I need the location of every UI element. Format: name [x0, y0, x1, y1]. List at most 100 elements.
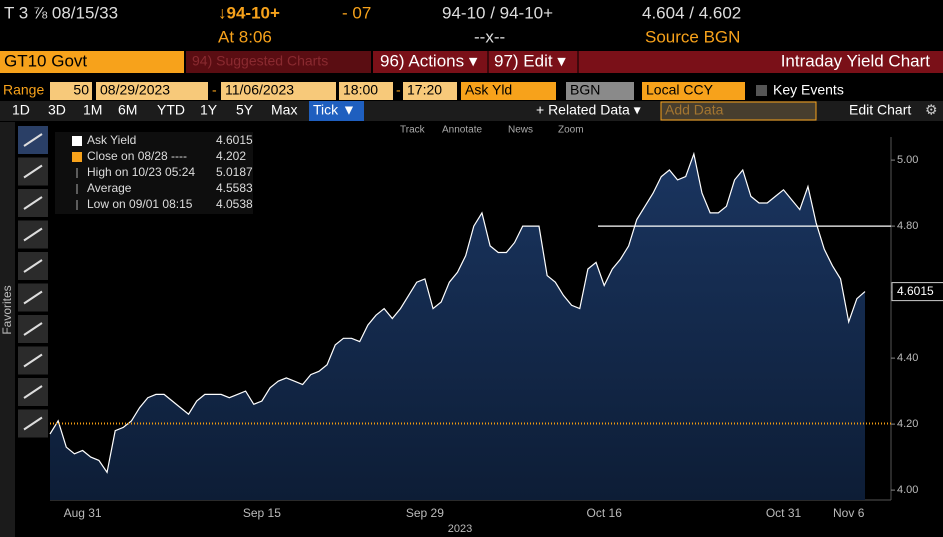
source-field: BGN: [570, 82, 600, 98]
tool-icon: [23, 322, 43, 336]
input[interactable]: [50, 82, 92, 100]
last-value-tag: [891, 282, 943, 302]
ticker: T 3 ⅞ 08/15/33: [4, 3, 118, 22]
tool-icon: [23, 164, 43, 179]
range-label: Range: [3, 82, 44, 98]
tool-icon: [23, 385, 43, 399]
sidebar: [0, 122, 15, 537]
period-button[interactable]: YTD: [157, 102, 185, 118]
tool-icon: [23, 196, 43, 210]
y-tick-label: 5.00: [897, 154, 918, 166]
actions[interactable]: 96) Actions ▾: [380, 51, 478, 70]
input[interactable]: [566, 82, 634, 100]
tool-icon: [23, 416, 43, 431]
source: Source BGN: [645, 27, 740, 46]
chart-tool[interactable]: Zoom: [558, 125, 584, 136]
x-tick-label: Aug 31: [64, 506, 102, 520]
suggested: 94) Suggested Charts: [192, 53, 328, 69]
checkbox[interactable]: [756, 85, 767, 96]
tool-icon: [23, 133, 43, 147]
chart-tool[interactable]: Track: [400, 125, 426, 136]
bars: 50: [73, 82, 89, 98]
legend-name: Ask Yield: [87, 133, 136, 147]
input[interactable]: [96, 82, 208, 100]
period-button[interactable]: 6M: [118, 102, 137, 118]
input[interactable]: [339, 82, 393, 100]
size: --x--: [474, 27, 505, 46]
chart-tool[interactable]: Annotate: [442, 125, 482, 136]
legend-value: 4.0538: [216, 197, 253, 211]
area: [50, 153, 865, 500]
yields: 4.604 / 4.602: [642, 3, 741, 22]
currency: Local CCY: [646, 82, 714, 98]
period-button[interactable]: 1D: [12, 102, 30, 118]
tick: Tick ▼: [313, 102, 356, 118]
line: [49, 151, 866, 474]
tick-button[interactable]: [309, 101, 364, 121]
dropdown[interactable]: [642, 82, 745, 100]
change: - 07: [342, 3, 371, 22]
input[interactable]: [403, 82, 457, 100]
dash: -: [396, 82, 401, 98]
legend-name: Low on 09/01 08:15: [87, 197, 193, 211]
toolbar: [0, 101, 943, 121]
end-time: 17:20: [407, 82, 442, 98]
period-button[interactable]: 1Y: [200, 102, 218, 118]
x-axis-label: 2023: [448, 523, 472, 535]
last-value: 4.6015: [897, 284, 934, 298]
legend-value: 4.6015: [216, 133, 253, 147]
legend-value: 4.202: [216, 149, 246, 163]
suggested-button[interactable]: [186, 51, 371, 73]
dash: -: [212, 82, 217, 98]
x-tick-label: Sep 15: [243, 506, 281, 520]
field: Ask Yld: [465, 82, 512, 98]
dropdown[interactable]: [461, 82, 556, 100]
menu-bar: [373, 51, 943, 73]
period-button[interactable]: 3D: [48, 102, 66, 118]
related-data[interactable]: + Related Data ▾: [536, 102, 641, 118]
edit[interactable]: 97) Edit ▾: [494, 51, 566, 70]
y-tick-label: 4.20: [897, 418, 918, 430]
edit-chart[interactable]: Edit Chart: [849, 102, 911, 118]
bid-ask: 94-10 / 94-10+: [442, 3, 553, 22]
start-time: 18:00: [343, 82, 378, 98]
add-data-input[interactable]: [660, 101, 817, 121]
end-date: 11/06/2023: [225, 82, 294, 98]
y-tick-label: 4.40: [897, 352, 918, 364]
add-data: Add Data: [665, 102, 724, 118]
security-field[interactable]: [0, 51, 184, 73]
key-events: Key Events: [773, 82, 844, 98]
settings[interactable]: ⚙: [925, 102, 938, 118]
y-tick-label: 4.00: [897, 484, 918, 496]
x-tick-label: Sep 29: [406, 506, 444, 520]
legend-name: Average: [87, 181, 132, 195]
tool-icon: [23, 259, 43, 273]
legend-name: High on 10/23 05:24: [87, 165, 195, 179]
legend-swatch: [72, 136, 82, 146]
price: ↓94-10+: [218, 3, 280, 22]
tool-icon: [23, 353, 43, 368]
page-title: Intraday Yield Chart: [781, 51, 931, 70]
legend-name: Close on 08/28 ----: [87, 149, 187, 163]
chart-tool[interactable]: News: [508, 125, 533, 136]
legend-swatch: [72, 152, 82, 162]
legend-box: [55, 132, 253, 214]
tool-icon: [23, 227, 43, 242]
legend-value: 5.0187: [216, 165, 253, 179]
period-button[interactable]: 5Y: [236, 102, 254, 118]
security: GT10 Govt: [4, 51, 87, 70]
x-tick-label: Oct 16: [587, 506, 623, 520]
x-tick-label: Oct 31: [766, 506, 802, 520]
x-tick-label: Nov 6: [833, 506, 865, 520]
tool-icon: [23, 290, 43, 305]
legend-value: 4.5583: [216, 181, 253, 195]
favorites[interactable]: Favorites: [0, 285, 14, 334]
y-tick-label: 4.80: [897, 220, 918, 232]
period-button[interactable]: 1M: [83, 102, 102, 118]
period-button[interactable]: Max: [271, 102, 297, 118]
start-date: 08/29/2023: [100, 82, 170, 98]
time: At 8:06: [218, 27, 272, 46]
input[interactable]: [221, 82, 336, 100]
